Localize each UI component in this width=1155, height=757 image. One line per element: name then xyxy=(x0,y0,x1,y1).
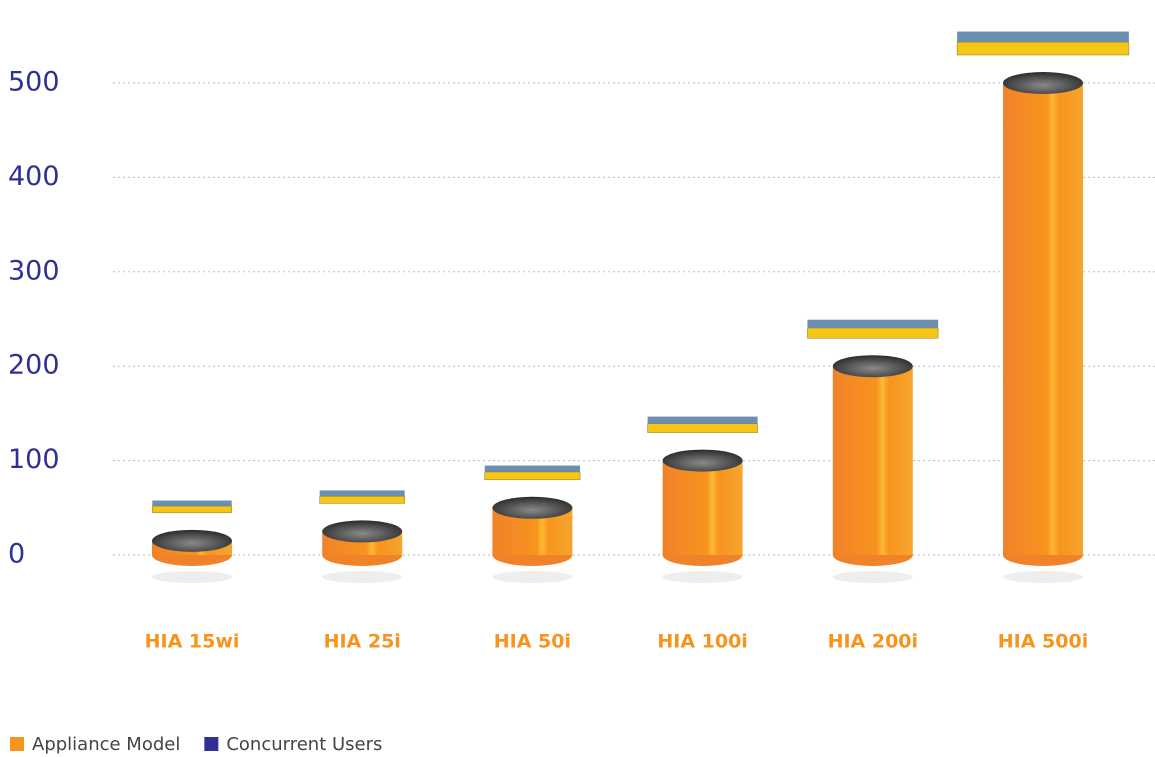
cylinder-shadow xyxy=(833,571,913,583)
device-top xyxy=(320,490,405,496)
device-top xyxy=(807,320,938,328)
y-tick-label: 200 xyxy=(8,350,60,381)
device-front xyxy=(807,328,938,338)
cylinder-shadow xyxy=(663,571,743,583)
device-front xyxy=(152,506,231,513)
cylinder-top xyxy=(1003,72,1083,94)
cylinder-top xyxy=(152,530,232,552)
device-front xyxy=(320,496,405,503)
cylinder xyxy=(1003,83,1083,555)
x-tick-label: HIA 15wi xyxy=(145,631,240,653)
x-tick-label: HIA 200i xyxy=(828,631,918,653)
y-tick-label: 300 xyxy=(8,255,60,286)
cylinder-shadow xyxy=(322,571,402,583)
legend-swatch xyxy=(10,737,24,751)
cylinder-top xyxy=(663,450,743,472)
device-top xyxy=(152,501,231,507)
cylinder-shadow xyxy=(152,571,232,583)
y-tick-label: 100 xyxy=(8,444,60,475)
x-tick-label: HIA 50i xyxy=(494,631,571,653)
legend-label: Concurrent Users xyxy=(226,734,382,755)
device-front xyxy=(485,472,580,480)
cylinder-top xyxy=(833,355,913,377)
cylinder xyxy=(663,461,743,555)
legend-swatch xyxy=(204,737,218,751)
chart: 0 100 200 300 400 500 HIA 15wi HIA 25i HIA 50i HI… xyxy=(0,0,1155,757)
cylinder-shadow xyxy=(1003,571,1083,583)
legend-label: Appliance Model xyxy=(32,734,180,755)
x-tick-label: HIA 100i xyxy=(657,631,747,653)
device-front xyxy=(957,42,1129,55)
y-tick-label: 0 xyxy=(8,539,25,570)
device-front xyxy=(648,424,758,433)
cylinder-top xyxy=(322,520,402,542)
device-top xyxy=(648,417,758,424)
device-top xyxy=(485,466,580,472)
y-tick-label: 400 xyxy=(8,161,60,192)
cylinder xyxy=(833,366,913,555)
device-top xyxy=(957,32,1129,43)
cylinder-top xyxy=(492,497,572,519)
x-tick-label: HIA 25i xyxy=(324,631,401,653)
cylinder-shadow xyxy=(492,571,572,583)
x-tick-label: HIA 500i xyxy=(998,631,1088,653)
y-tick-label: 500 xyxy=(8,67,60,98)
